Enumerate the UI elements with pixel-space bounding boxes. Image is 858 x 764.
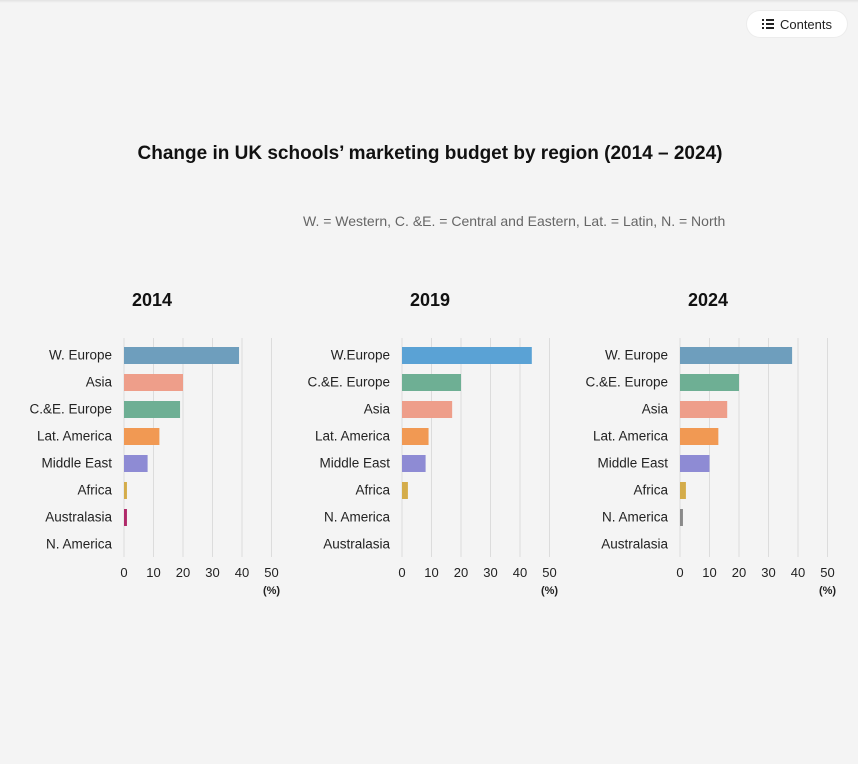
- category-label: C.&E. Europe: [585, 375, 668, 390]
- category-label: Asia: [642, 402, 669, 417]
- bar: [124, 401, 181, 418]
- bar: [402, 347, 532, 364]
- chart-title: Change in UK schools’ marketing budget b…: [137, 143, 723, 164]
- x-tick-label: 50: [264, 565, 278, 580]
- x-tick-label: 10: [702, 565, 716, 580]
- category-label: N. America: [46, 537, 113, 552]
- x-tick-label: 20: [454, 565, 468, 580]
- category-label: Asia: [86, 375, 113, 390]
- abbreviation-note: W. = Western, C. &E. = Central and Easte…: [303, 213, 726, 229]
- category-label: Australasia: [323, 537, 390, 552]
- panel-title: 2024: [688, 290, 728, 310]
- x-tick-label: 0: [398, 565, 405, 580]
- bar: [680, 347, 793, 364]
- bar: [124, 347, 240, 364]
- x-tick-label: 20: [176, 565, 190, 580]
- x-tick-label: 30: [483, 565, 497, 580]
- bar: [680, 509, 683, 526]
- panel-title: 2019: [410, 290, 450, 310]
- bar: [124, 428, 160, 445]
- category-label: N. America: [324, 510, 391, 525]
- category-label: Africa: [633, 483, 668, 498]
- x-tick-label: 50: [820, 565, 834, 580]
- contents-label: Contents: [779, 16, 833, 32]
- contents-button[interactable]: Contents: [747, 11, 847, 37]
- bar: [680, 374, 739, 391]
- x-axis-unit: (%): [263, 585, 280, 597]
- bar: [680, 482, 686, 499]
- x-tick-label: 40: [235, 565, 249, 580]
- bar: [124, 455, 148, 472]
- category-label: Africa: [355, 483, 390, 498]
- category-label: N. America: [602, 510, 669, 525]
- category-label: Australasia: [45, 510, 112, 525]
- category-label: W. Europe: [605, 348, 668, 363]
- x-tick-label: 0: [120, 565, 127, 580]
- x-axis-unit: (%): [541, 585, 558, 597]
- x-tick-label: 30: [205, 565, 219, 580]
- bar: [680, 428, 719, 445]
- bar: [402, 482, 408, 499]
- x-tick-label: 10: [424, 565, 438, 580]
- category-label: C.&E. Europe: [307, 375, 390, 390]
- category-label: Lat. America: [593, 429, 669, 444]
- bar: [402, 374, 461, 391]
- x-tick-label: 10: [146, 565, 160, 580]
- bar: [402, 401, 453, 418]
- x-tick-label: 40: [791, 565, 805, 580]
- bar: [124, 482, 127, 499]
- category-label: W. Europe: [49, 348, 112, 363]
- category-label: Middle East: [597, 456, 668, 471]
- category-label: Lat. America: [315, 429, 391, 444]
- bar: [680, 455, 710, 472]
- top-shadow: [0, 0, 858, 3]
- x-axis-unit: (%): [819, 585, 836, 597]
- category-label: Middle East: [41, 456, 112, 471]
- list-icon: [761, 19, 774, 29]
- bar: [402, 428, 429, 445]
- bar: [124, 374, 183, 391]
- panel-title: 2014: [132, 290, 172, 310]
- x-tick-label: 20: [732, 565, 746, 580]
- category-label: Asia: [364, 402, 391, 417]
- x-tick-label: 50: [542, 565, 556, 580]
- category-label: W.Europe: [331, 348, 390, 363]
- bar: [402, 455, 426, 472]
- category-label: Africa: [77, 483, 112, 498]
- category-label: Lat. America: [37, 429, 113, 444]
- category-label: Australasia: [601, 537, 668, 552]
- x-tick-label: 40: [513, 565, 527, 580]
- x-tick-label: 30: [761, 565, 775, 580]
- bar: [124, 509, 127, 526]
- category-label: C.&E. Europe: [29, 402, 112, 417]
- x-tick-label: 0: [676, 565, 683, 580]
- bar: [680, 401, 728, 418]
- category-label: Middle East: [319, 456, 390, 471]
- charts-area: 2014 0 10 20 30 40 50 (%) W. Europe Asia C.&E. Eur…: [29, 290, 836, 597]
